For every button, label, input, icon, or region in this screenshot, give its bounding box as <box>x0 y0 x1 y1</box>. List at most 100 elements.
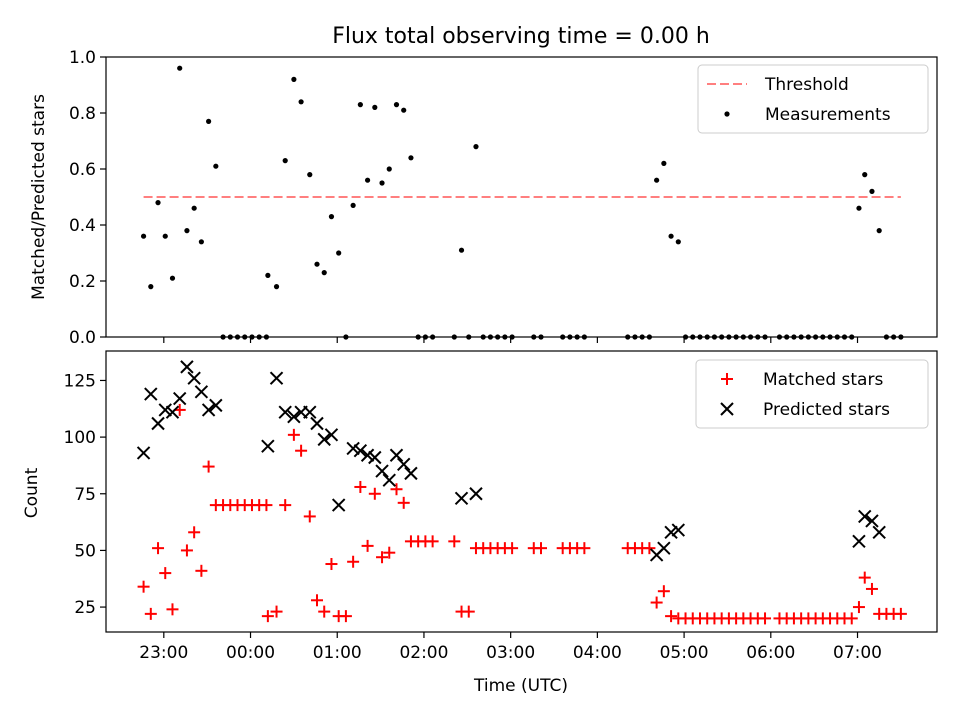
measurement-point <box>328 214 335 220</box>
matched-star-point <box>650 596 663 609</box>
predicted-star-point <box>671 523 686 537</box>
predicted-star-point <box>858 509 872 524</box>
matched-star-point <box>535 542 548 555</box>
bottom-legend: Matched stars Predicted stars <box>695 359 929 429</box>
measurement-point <box>458 247 465 253</box>
predicted-star-point <box>187 371 201 385</box>
bottom-y-axis-label: Count <box>22 467 42 518</box>
matched-star-point <box>159 567 172 580</box>
matched-star-point <box>202 460 215 473</box>
matched-star-point <box>354 480 367 493</box>
matched-star-point <box>339 610 352 623</box>
matched-star-point <box>368 487 381 500</box>
legend-predicted-label: Predicted stars <box>763 400 890 420</box>
measurement-point <box>661 160 667 166</box>
measurement-point <box>336 250 342 256</box>
predicted-star-point <box>664 525 678 539</box>
predicted-star-point <box>397 457 411 472</box>
matched-star-point <box>858 571 871 584</box>
matched-star-point <box>261 610 274 623</box>
predicted-star-point <box>404 466 418 481</box>
measurement-point <box>350 202 356 208</box>
predicted-star-point <box>261 439 275 453</box>
measurement-point <box>177 65 183 71</box>
predicted-star-point <box>172 391 187 406</box>
predicted-star-point <box>144 387 158 401</box>
matched-star-point <box>137 580 150 593</box>
measurement-point <box>282 158 288 164</box>
bottom-plot-frame <box>105 350 938 633</box>
predicted-star-point <box>303 405 317 419</box>
top-y-tick-label: 0.4 <box>69 216 96 236</box>
bottom-x-tick-label: 00:00 <box>226 643 275 663</box>
matched-star-point <box>260 499 273 512</box>
matched-star-point <box>376 551 389 564</box>
top-y-ticks: 0.0 0.2 0.4 0.6 0.8 1.0 <box>69 48 106 348</box>
matched-star-point <box>318 605 331 618</box>
matched-star-point <box>279 499 292 512</box>
predicted-star-point <box>375 464 389 478</box>
measurement-point <box>668 233 674 239</box>
bottom-x-ticks: 23:00 00:00 01:00 02:00 03:00 04:00 05:00 06:00… <box>139 632 882 663</box>
matched-star-point <box>383 546 396 559</box>
measurement-point <box>876 228 882 234</box>
predicted-star-point <box>136 446 151 460</box>
bottom-x-tick-label: 23:00 <box>139 643 188 663</box>
matched-star-point <box>506 542 519 555</box>
predicted-star-point <box>165 405 180 419</box>
predicted-star-point <box>657 541 671 555</box>
top-y-tick-label: 0.0 <box>69 328 96 348</box>
predicted-star-point <box>865 514 879 528</box>
predicted-star-point <box>209 398 223 413</box>
bottom-x-tick-label: 04:00 <box>573 643 622 663</box>
chart-title: Flux total observing time = 0.00 h <box>332 24 710 49</box>
legend-measurement-marker <box>724 111 730 117</box>
measurement-point <box>386 166 392 172</box>
matched-star-point <box>845 612 858 625</box>
bottom-y-tick-label: 100 <box>64 428 96 448</box>
measurement-point <box>291 76 297 82</box>
top-legend-box <box>697 64 929 134</box>
matched-star-point <box>188 526 201 539</box>
bottom-y-tick-label: 125 <box>64 371 96 391</box>
bottom-y-tick-label: 25 <box>74 598 96 618</box>
measurement-point <box>206 118 212 124</box>
measurement-point <box>298 99 304 105</box>
measurement-point <box>273 284 280 290</box>
bottom-y-tick-label: 75 <box>74 485 96 505</box>
matched-star-point <box>462 605 475 618</box>
legend-matched-label: Matched stars <box>763 370 883 390</box>
predicted-star-point <box>454 491 469 506</box>
bottom-y-tick-label: 50 <box>74 541 96 561</box>
predicted-star-point <box>331 498 346 512</box>
predicted-star-point <box>287 410 301 424</box>
legend-predicted-marker <box>720 402 734 416</box>
measurement-point <box>213 163 219 169</box>
matched-star-point <box>325 558 338 571</box>
measurement-point <box>198 239 204 245</box>
matched-star-point <box>448 535 461 548</box>
predicted-star-point <box>158 403 172 417</box>
measurement-point <box>140 233 147 239</box>
matched-star-point <box>295 444 308 457</box>
predicted-star-point <box>180 360 194 374</box>
matched-star-point <box>852 601 865 614</box>
measurement-point <box>162 233 168 239</box>
bottom-x-tick-label: 06:00 <box>746 643 795 663</box>
count-points <box>136 360 907 625</box>
measurement-point <box>155 200 161 206</box>
measurement-point <box>408 155 414 161</box>
matched-star-point <box>361 539 374 552</box>
legend-matched-marker <box>721 373 733 385</box>
measurement-point <box>401 107 407 113</box>
matched-star-point <box>180 544 193 557</box>
matched-star-point <box>311 594 324 607</box>
bottom-legend-box <box>695 359 929 429</box>
measurement-point <box>184 228 190 234</box>
measurement-point <box>265 272 271 278</box>
matched-star-point <box>270 605 283 618</box>
matched-star-point <box>152 542 165 555</box>
predicted-star-point <box>194 385 209 399</box>
matched-star-point <box>426 535 439 548</box>
